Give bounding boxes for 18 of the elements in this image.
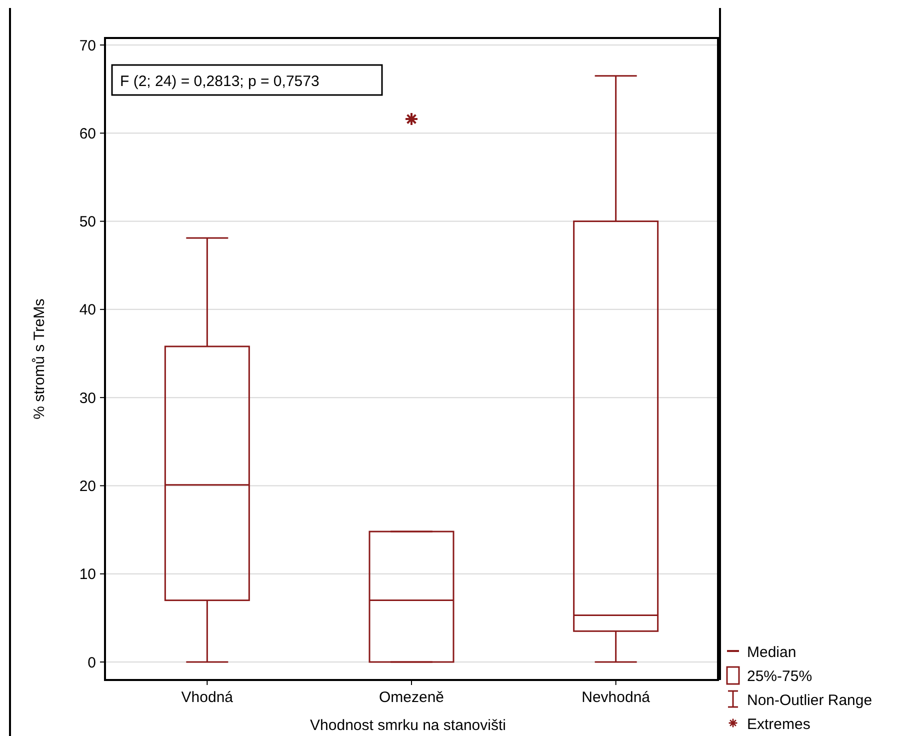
y-tick-label: 10 xyxy=(79,566,96,584)
y-tick-label: 20 xyxy=(79,478,96,495)
y-tick-label: 40 xyxy=(79,302,96,319)
y-tick-label: 70 xyxy=(79,37,96,54)
legend-label: Extremes xyxy=(747,716,810,733)
x-tick-label: Vhodná xyxy=(181,689,234,706)
x-tick-label: Nevhodná xyxy=(582,689,651,706)
y-tick-label: 60 xyxy=(79,125,96,142)
text: Non-Outlier Range xyxy=(747,692,872,709)
y-tick-label: 0 xyxy=(88,654,96,672)
y-tick-label: 50 xyxy=(79,214,96,231)
y-axis-title: % stromů s TreMs xyxy=(31,298,48,420)
x-tick-label: Omezeně xyxy=(378,689,444,706)
annotation: F (2; 24) = 0,2813; p = 0,7573 xyxy=(120,73,320,90)
y-tick-label: 30 xyxy=(79,390,96,407)
x-axis-title: Vhodnost smrku na stanovišti xyxy=(310,717,506,734)
text: Median xyxy=(747,644,796,661)
text: 25%-75% xyxy=(747,668,812,685)
